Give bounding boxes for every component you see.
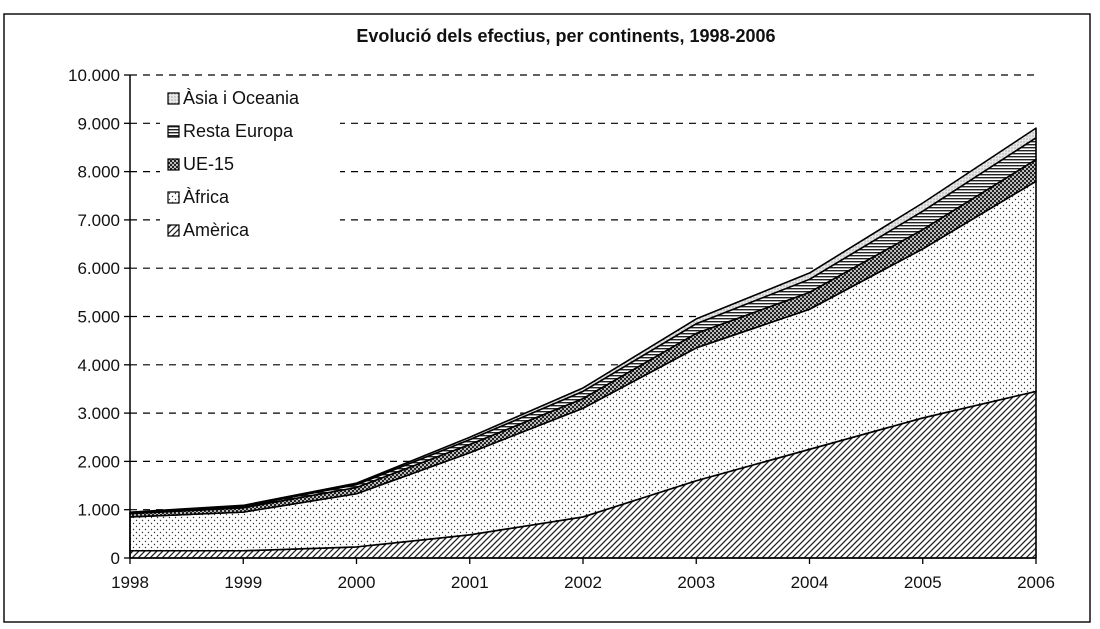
area-asia-i-oceania — [129, 127, 1037, 514]
y-tick-label: 3.000 — [77, 404, 120, 423]
legend-swatch — [167, 158, 180, 171]
y-tick-label: 6.000 — [77, 259, 120, 278]
y-tick-labels: 0 1.000 2.000 3.000 4.000 5.000 6.000 7.000 8.00… — [68, 66, 120, 568]
x-tick-label: 1998 — [111, 573, 149, 592]
y-tick-label: 10.000 — [68, 66, 120, 85]
y-tick-label: 1.000 — [77, 501, 120, 520]
y-tick-label: 5.000 — [77, 308, 120, 327]
x-tick-label: 2004 — [791, 573, 829, 592]
legend-swatch — [167, 92, 180, 105]
y-tick-label: 8.000 — [77, 163, 120, 182]
x-tick-label: 2000 — [338, 573, 376, 592]
legend-swatch — [167, 191, 180, 204]
y-tick-label: 2.000 — [77, 452, 120, 471]
chart-title: Evolució dels efectius, per continents, … — [356, 26, 775, 46]
legend-label: UE-15 — [183, 154, 234, 174]
legend: Àsia i Oceania Resta Europa UE-15 Àfrica Amè… — [160, 85, 340, 250]
x-tick-label: 2006 — [1017, 573, 1055, 592]
x-tick-labels: 1998 1999 2000 2001 2002 2003 2004 2005 2006 — [111, 573, 1055, 592]
x-tick-label: 2003 — [677, 573, 715, 592]
x-tick-label: 2001 — [451, 573, 489, 592]
y-tick-label: 9.000 — [77, 114, 120, 133]
x-tick-label: 2005 — [904, 573, 942, 592]
chart-frame — [3, 13, 1091, 623]
y-tick-label: 7.000 — [77, 211, 120, 230]
y-tick-label: 0 — [111, 549, 120, 568]
legend-label: Àsia i Oceania — [183, 88, 300, 108]
x-tick-label: 2002 — [564, 573, 602, 592]
legend-label: Àfrica — [183, 187, 230, 207]
legend-label: Amèrica — [183, 220, 250, 240]
legend-swatch — [167, 125, 180, 138]
y-tick-label: 4.000 — [77, 356, 120, 375]
legend-background — [160, 85, 340, 250]
axes — [124, 74, 1037, 564]
legend-swatch — [167, 224, 180, 237]
legend-label: Resta Europa — [183, 121, 294, 141]
x-tick-label: 1999 — [224, 573, 262, 592]
